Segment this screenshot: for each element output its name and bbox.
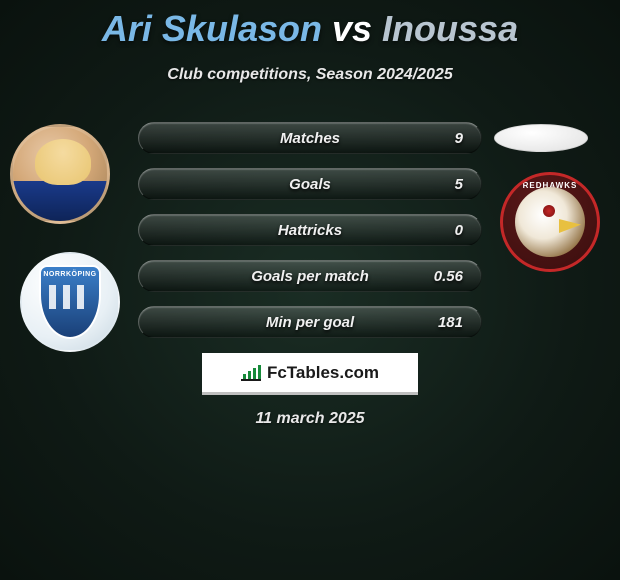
player2-name: Inoussa — [382, 8, 518, 49]
player2-club-badge: REDHAWKS — [500, 172, 600, 272]
stat-value: 9 — [455, 130, 463, 147]
stat-row-goals-per-match: Goals per match 0.56 — [138, 260, 482, 292]
player1-name: Ari Skulason — [102, 8, 322, 49]
vs-separator: vs — [332, 8, 372, 49]
stat-value: 0.56 — [434, 268, 463, 285]
stat-label: Hattricks — [139, 222, 481, 239]
hawk-icon — [515, 187, 585, 257]
comparison-title: Ari Skulason vs Inoussa — [0, 0, 620, 50]
stat-label: Goals — [139, 176, 481, 193]
player1-avatar — [10, 124, 110, 224]
stat-row-goals: Goals 5 — [138, 168, 482, 200]
brand-text: FcTables.com — [267, 363, 379, 383]
brand-watermark[interactable]: FcTables.com — [202, 353, 418, 395]
stat-label: Goals per match — [139, 268, 481, 285]
stat-label: Min per goal — [139, 314, 481, 331]
generation-date: 11 march 2025 — [0, 410, 620, 428]
stat-value: 5 — [455, 176, 463, 193]
stat-row-matches: Matches 9 — [138, 122, 482, 154]
subtitle: Club competitions, Season 2024/2025 — [0, 66, 620, 84]
stat-row-hattricks: Hattricks 0 — [138, 214, 482, 246]
player2-avatar — [494, 124, 588, 152]
player1-club-badge: NORRKÖPING — [20, 252, 120, 352]
stat-value: 181 — [438, 314, 463, 331]
club1-name: NORRKÖPING — [43, 271, 96, 278]
stat-value: 0 — [455, 222, 463, 239]
stats-list: Matches 9 Goals 5 Hattricks 0 Goals per … — [138, 122, 482, 352]
bar-chart-icon — [241, 365, 261, 381]
stat-label: Matches — [139, 130, 481, 147]
club-shield-icon: NORRKÖPING — [39, 265, 101, 339]
stat-row-min-per-goal: Min per goal 181 — [138, 306, 482, 338]
